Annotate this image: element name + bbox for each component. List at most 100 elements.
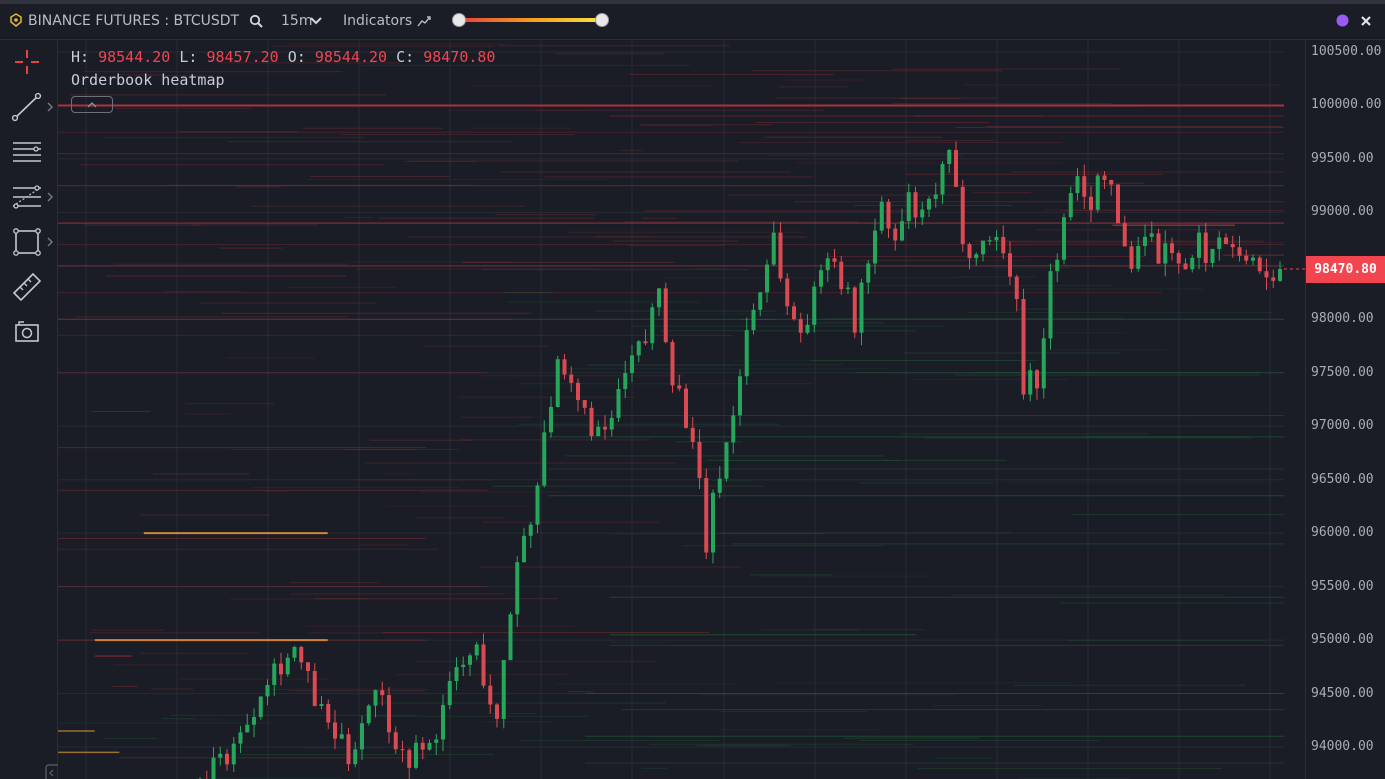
candle-body [738,376,742,416]
price-axis[interactable] [1305,40,1385,779]
candle-body [879,201,884,231]
chart-grid [58,40,1284,779]
candle-body [1217,237,1222,249]
timeframe-selector[interactable]: 15m [281,13,313,29]
indicators-chart-icon[interactable] [417,14,431,28]
candle-body [1203,232,1208,263]
candle-body [1102,175,1107,180]
candle-body [717,478,722,493]
candle-body [373,690,378,706]
candle-body [684,388,688,428]
low-value: 98457.20 [206,48,279,66]
candle-body [1170,243,1174,254]
fib-levels-icon[interactable] [10,180,44,214]
candle-body [866,263,871,283]
candle-body [846,287,850,290]
chevron-right-icon[interactable] [46,192,54,202]
chevron-down-icon[interactable] [309,16,323,26]
candle-body [603,426,607,430]
orderbook-heatmap-chart[interactable] [58,40,1305,779]
candle-body [1001,236,1006,254]
top-toolbar: BINANCE FUTURES : BTCUSDT 15m Indicators [0,0,1385,40]
chevron-right-icon[interactable] [46,102,54,112]
sidebar-collapse-icon[interactable] [44,764,58,779]
candle-body [339,734,344,739]
price-tick-label: 94000.00 [1311,739,1374,754]
candle-body [501,659,506,719]
candle-body [913,192,918,218]
candle-body [387,695,391,733]
candle-body [609,417,614,430]
candle-body [522,535,526,563]
candle-body [677,385,682,389]
candle-body [427,742,432,750]
candle-body [1149,233,1154,237]
slider-min-handle[interactable] [452,13,466,27]
indicators-button[interactable]: Indicators [343,13,413,29]
price-tick-label: 98000.00 [1311,311,1374,327]
candle-body [488,685,493,705]
heatmap-range-slider[interactable] [459,18,602,22]
candle-body [839,261,844,290]
candle-body [886,201,891,229]
candle-body [1210,248,1215,263]
candle-body [245,724,250,733]
close-icon[interactable] [1360,15,1372,27]
candle-body [319,703,324,706]
candle-body [495,704,499,719]
candle-body [582,400,587,408]
candle-body [366,705,371,724]
candle-body [873,230,877,264]
chevron-right-icon[interactable] [46,237,54,247]
slider-max-handle[interactable] [595,13,609,27]
legend-collapse-button[interactable] [71,96,113,113]
candle-body [393,732,398,750]
candle-body [434,739,439,743]
search-icon[interactable] [249,14,263,28]
candle-body [258,696,263,717]
open-label: O: [287,48,306,66]
candle-body [1109,179,1114,185]
candle-body [218,753,223,758]
candle-body [380,690,385,696]
candle-body [1008,253,1012,277]
candle-body [562,359,567,375]
candle-body [481,644,486,686]
price-tick-label: 96000.00 [1311,525,1374,541]
candle-body [1251,257,1255,261]
candle-body [1230,243,1235,248]
candle-body [765,264,769,293]
open-value: 98544.20 [314,48,388,66]
candle-body [778,232,783,279]
candle-body [1116,184,1120,224]
candle-body [535,485,540,525]
candle-body [231,743,236,765]
candle-body [650,307,655,344]
chevron-up-icon[interactable] [72,97,112,112]
candle-body [1278,268,1282,281]
candle-body [690,427,695,442]
rectangle-icon[interactable] [10,225,44,259]
candle-body [663,288,668,343]
candle-body [724,442,729,479]
trendline-icon[interactable] [10,90,44,124]
candle-body [1190,257,1195,270]
ruler-icon[interactable] [10,270,44,304]
candle-body [893,228,898,241]
drawing-tools-sidebar [0,40,58,779]
camera-icon[interactable] [10,316,44,350]
symbol-label[interactable]: BINANCE FUTURES : BTCUSDT [28,13,240,29]
candle-body [940,163,945,195]
candle-body [785,278,790,307]
price-tick-label: 100500.00 [1311,44,1382,59]
horizontal-lines-icon[interactable] [10,135,44,169]
candle-body [927,198,931,210]
crosshair-icon[interactable] [10,45,44,79]
candle-body [1136,245,1141,269]
candle-body [441,705,445,740]
candle-body [819,270,823,287]
candle-body [1028,370,1033,395]
candle-body [758,292,763,310]
candle-body [1244,255,1249,261]
price-tick-label: 96500.00 [1311,471,1374,487]
